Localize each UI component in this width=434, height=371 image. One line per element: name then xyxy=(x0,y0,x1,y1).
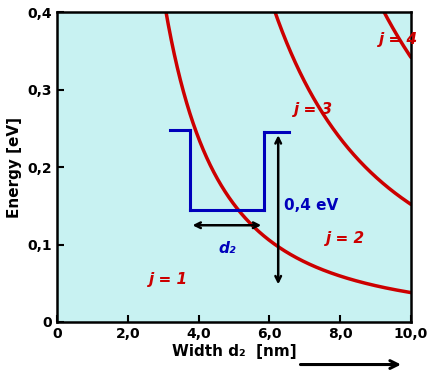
Y-axis label: Energy [eV]: Energy [eV] xyxy=(7,117,22,218)
X-axis label: Width d₂  [nm]: Width d₂ [nm] xyxy=(171,344,296,359)
Text: 0,4 eV: 0,4 eV xyxy=(283,198,337,213)
Text: j = 2: j = 2 xyxy=(325,231,364,246)
Text: j = 3: j = 3 xyxy=(293,102,332,116)
Text: d₂: d₂ xyxy=(217,241,235,256)
Text: j = 4: j = 4 xyxy=(378,32,417,47)
Text: j = 1: j = 1 xyxy=(149,272,187,287)
